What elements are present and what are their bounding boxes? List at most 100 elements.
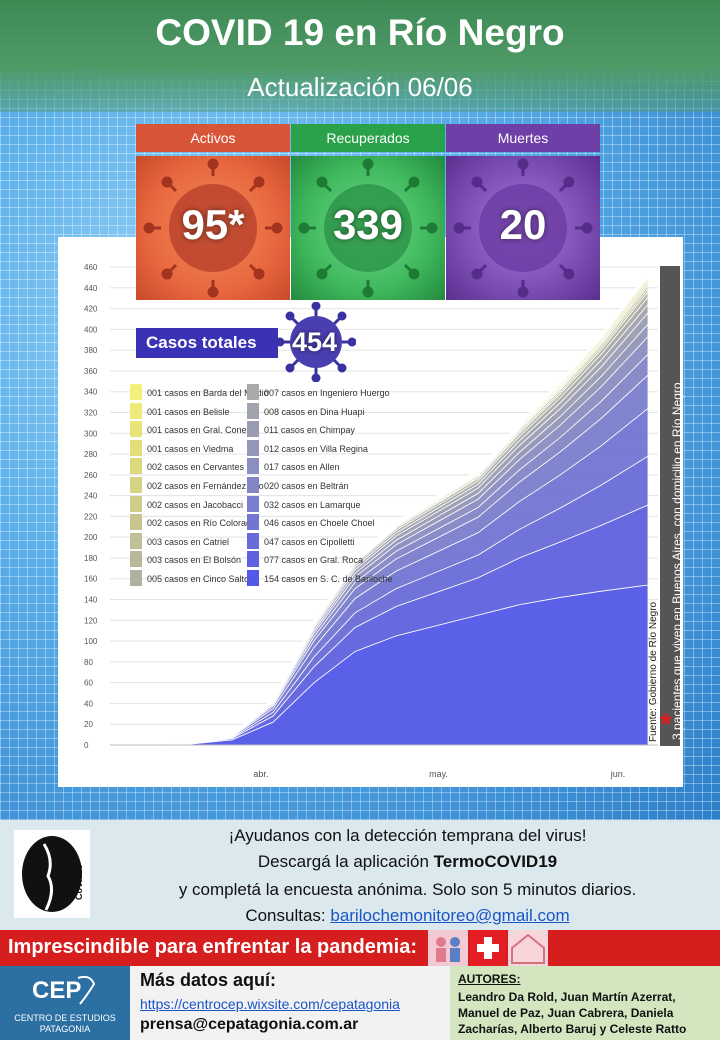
y-tick-label: 380 xyxy=(84,346,98,355)
y-tick-label: 460 xyxy=(84,263,98,272)
prevention-icons xyxy=(428,930,548,966)
y-tick-label: 120 xyxy=(84,616,98,625)
info-line-1: ¡Ayudanos con la detección temprana del … xyxy=(228,826,587,845)
legend-label: 046 casos en Choele Choel xyxy=(264,518,375,529)
footnote-asterisk: * xyxy=(660,708,672,741)
page-title: COVID 19 en Río Negro xyxy=(155,12,565,53)
y-tick-label: 200 xyxy=(84,533,98,542)
authors-title: AUTORES: xyxy=(458,972,521,986)
legend-label: 017 casos en Allen xyxy=(264,462,340,473)
mask-people-icon xyxy=(428,930,468,966)
termocovid-logo: Termómetro CoVid19 xyxy=(14,830,90,918)
legend-label: 005 casos en Cinco Saltos xyxy=(147,574,254,584)
legend-label: 001 casos en Barda del Medio xyxy=(147,388,269,398)
x-tick-label: may. xyxy=(429,769,448,779)
info-line-4: Consultas: barilochemonitoreo@gmail.com xyxy=(245,906,570,925)
legend-swatch xyxy=(130,384,142,400)
y-tick-label: 300 xyxy=(84,429,98,438)
y-tick-label: 80 xyxy=(84,658,93,667)
info-section xyxy=(0,820,720,930)
more-data-panel xyxy=(130,966,450,1040)
legend-swatch xyxy=(247,477,259,493)
legend-label: 002 casos en Fernández Oro xyxy=(147,481,264,491)
y-tick-label: 280 xyxy=(84,450,98,459)
contact-email-link[interactable]: barilochemonitoreo@gmail.com xyxy=(330,906,570,925)
legend-swatch xyxy=(247,532,259,549)
legend-swatch xyxy=(247,570,259,586)
legend-label: 032 casos en Lamarque xyxy=(264,499,361,510)
legend-swatch xyxy=(130,570,142,586)
legend-label: 008 casos en Dina Huapi xyxy=(264,406,365,417)
cep-name: CENTRO DE ESTUDIOS PATAGONIA xyxy=(14,1013,116,1034)
website-link[interactable]: https://centrocep.wixsite.com/cepatagoni… xyxy=(140,996,400,1012)
legend-label: 002 casos en Cervantes xyxy=(147,462,245,473)
logo-text: Termómetro xyxy=(65,857,74,900)
y-tick-label: 420 xyxy=(84,305,98,314)
cep-logo-panel xyxy=(0,966,130,1040)
legend-swatch xyxy=(130,439,142,456)
y-tick-label: 260 xyxy=(84,471,98,480)
app-name: TermoCOVID19 xyxy=(433,852,558,871)
legend-swatch xyxy=(130,551,142,568)
y-tick-label: 240 xyxy=(84,492,98,501)
stat-box-activos: 95* xyxy=(136,156,290,300)
stat-value-activos: 95* xyxy=(181,201,245,248)
x-tick-label: abr. xyxy=(253,769,268,779)
chart-legend: 001 casos en Barda del Medio 001 casos en… xyxy=(130,384,393,600)
stat-label-recuperados: Recuperados xyxy=(291,124,445,152)
area-series xyxy=(149,272,649,746)
total-cases-value: 454 xyxy=(292,327,338,357)
info-line-2: Descargá la aplicación TermoCOVID19 xyxy=(257,852,558,871)
authors-line: Zacharías, Alberto Baruj y Celeste Ratto xyxy=(458,1022,687,1036)
virus-icon xyxy=(143,158,283,298)
info-line-3: y completá la encuesta anónima. Solo son… xyxy=(178,880,637,899)
legend-swatch xyxy=(247,551,259,568)
legend-swatch xyxy=(130,458,142,475)
virus-icon xyxy=(276,302,356,382)
stat-box-muertes: 20 xyxy=(446,156,600,300)
legend-label: 020 casos en Beltrán xyxy=(264,481,349,491)
legend-label: 003 casos en Catriel xyxy=(147,536,230,547)
legend-swatch xyxy=(247,495,259,512)
authors-line: Leandro Da Rold, Juan Martín Azerrat, xyxy=(458,990,676,1004)
header-band xyxy=(0,0,720,112)
press-email[interactable]: prensa@cepatagonia.com.ar xyxy=(140,1016,359,1033)
authors-line: Manuel de Paz, Juan Cabrera, Daniela xyxy=(458,1006,674,1020)
legend-label: 007 casos en Ingeniero Huergo xyxy=(264,388,390,398)
virus-icon xyxy=(298,158,438,298)
y-tick-label: 60 xyxy=(84,679,93,688)
y-tick-label: 180 xyxy=(84,554,98,563)
legend-label: 012 casos en Villa Regina xyxy=(264,443,368,454)
y-tick-label: 220 xyxy=(84,512,98,521)
legend-label: 001 casos en Viedma xyxy=(147,443,234,454)
y-tick-label: 140 xyxy=(84,596,98,605)
legend-label: 154 casos en S. C. de Bariloche xyxy=(264,574,393,584)
legend-label: 002 casos en Jacobacci xyxy=(147,499,244,510)
cep-logo: CEP xyxy=(32,975,96,1005)
legend-swatch xyxy=(247,458,259,475)
virus-icon xyxy=(453,158,593,298)
stat-label-activos: Activos xyxy=(136,124,290,152)
source-note: Fuente: Gobierno de Río Negro xyxy=(648,601,659,742)
legend-swatch xyxy=(247,514,259,531)
cep-logo-text: CEP xyxy=(32,977,81,1004)
logo-text: CoVid19 xyxy=(74,864,84,900)
legend-label: 077 casos en Gral. Roca xyxy=(264,555,364,566)
legend-swatch xyxy=(247,384,259,400)
more-data-title: Más datos aquí: xyxy=(140,970,277,990)
legend-swatch xyxy=(130,495,142,512)
legend-label: 001 casos en Belisle xyxy=(147,406,230,417)
x-tick-label: jun. xyxy=(610,769,626,779)
y-tick-label: 160 xyxy=(84,575,98,584)
stat-box-recuperados: 339 xyxy=(291,156,445,300)
legend-swatch xyxy=(130,514,142,531)
y-tick-label: 360 xyxy=(84,367,98,376)
legend-swatch xyxy=(130,477,142,493)
legend-swatch xyxy=(130,532,142,549)
legend-label: 002 casos en Río Colorado xyxy=(147,518,257,529)
y-tick-label: 20 xyxy=(84,720,93,729)
legend-label: 011 casos en Chimpay xyxy=(264,425,355,436)
legend-label: 047 casos en Cipolletti xyxy=(264,536,355,547)
cases-area-chart: 0 20 40 60 80 100 120 140 160 180 200 220 240 260 280 3… xyxy=(84,263,658,779)
y-tick-label: 0 xyxy=(84,741,89,750)
